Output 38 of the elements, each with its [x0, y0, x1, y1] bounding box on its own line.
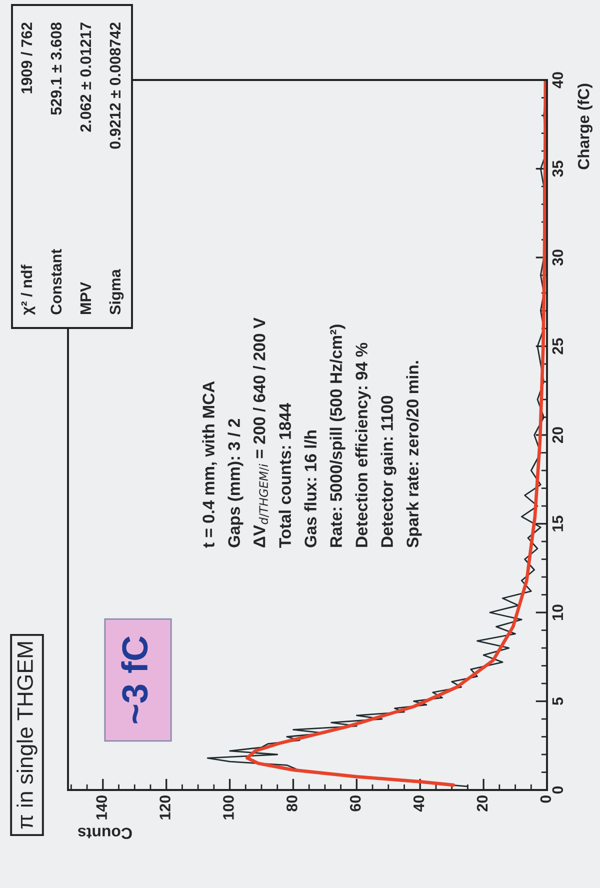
y-tick-label: 5: [552, 697, 564, 706]
annotation: t = 0.4 mm, with MCA: [202, 381, 217, 548]
annotation: 0.9212 ± 0.008742: [110, 22, 121, 149]
annotation: Detector gain: 1100: [380, 396, 396, 547]
x-tick-label: 100: [223, 795, 234, 820]
y-tick-label: 0: [552, 786, 564, 794]
annotation: Gas flux: 16 l/h: [304, 430, 317, 548]
x-tick-label: 0: [540, 795, 552, 803]
x-tick-label: 120: [160, 795, 170, 820]
text: π in single THGEM: [16, 642, 38, 829]
annotation: Total counts: 1844: [278, 402, 291, 548]
text: χ² / ndf: [20, 264, 36, 315]
y-tick-label: 15: [552, 516, 564, 532]
y-tick-label: 40: [552, 72, 564, 88]
x-tick-label: 40: [413, 795, 424, 812]
annotation: Sigma: [109, 269, 124, 315]
y-tick-label: 30: [552, 250, 564, 266]
x-tick-label: 20: [476, 795, 488, 812]
y-axis-title: Charge (fC): [578, 84, 592, 170]
annotation: ~3 fC: [121, 636, 148, 724]
annotation: 2.062 ± 0.01217: [80, 22, 92, 132]
annotation: Spark rate: zero/20 min.: [406, 361, 422, 548]
annotation: Rate: 5000/spill (500 Hz/cm²): [330, 324, 346, 547]
annotation: Detection efficiency: 94 %: [355, 342, 371, 547]
x-tick-label: 140: [96, 795, 107, 820]
x-tick-label: 80: [286, 795, 298, 812]
text: 529.1 ± 3.608: [50, 22, 62, 115]
annotation: MPV: [80, 282, 91, 314]
y-tick-label: 25: [552, 338, 564, 354]
annotation: ΔV$_{d/THGEM/i}$ = 200 / 640 / 200 V: [253, 318, 269, 548]
annotation: Gaps (mm): 3 / 2: [228, 419, 244, 548]
x-tick-label: 60: [350, 795, 361, 812]
y-tick-label: 10: [552, 604, 564, 620]
y-tick-label: 35: [552, 160, 564, 177]
text: 1909 / 762: [20, 22, 32, 94]
x-axis-title: Counts: [78, 828, 132, 840]
y-tick-label: 20: [552, 427, 564, 443]
text: Constant: [50, 248, 62, 314]
